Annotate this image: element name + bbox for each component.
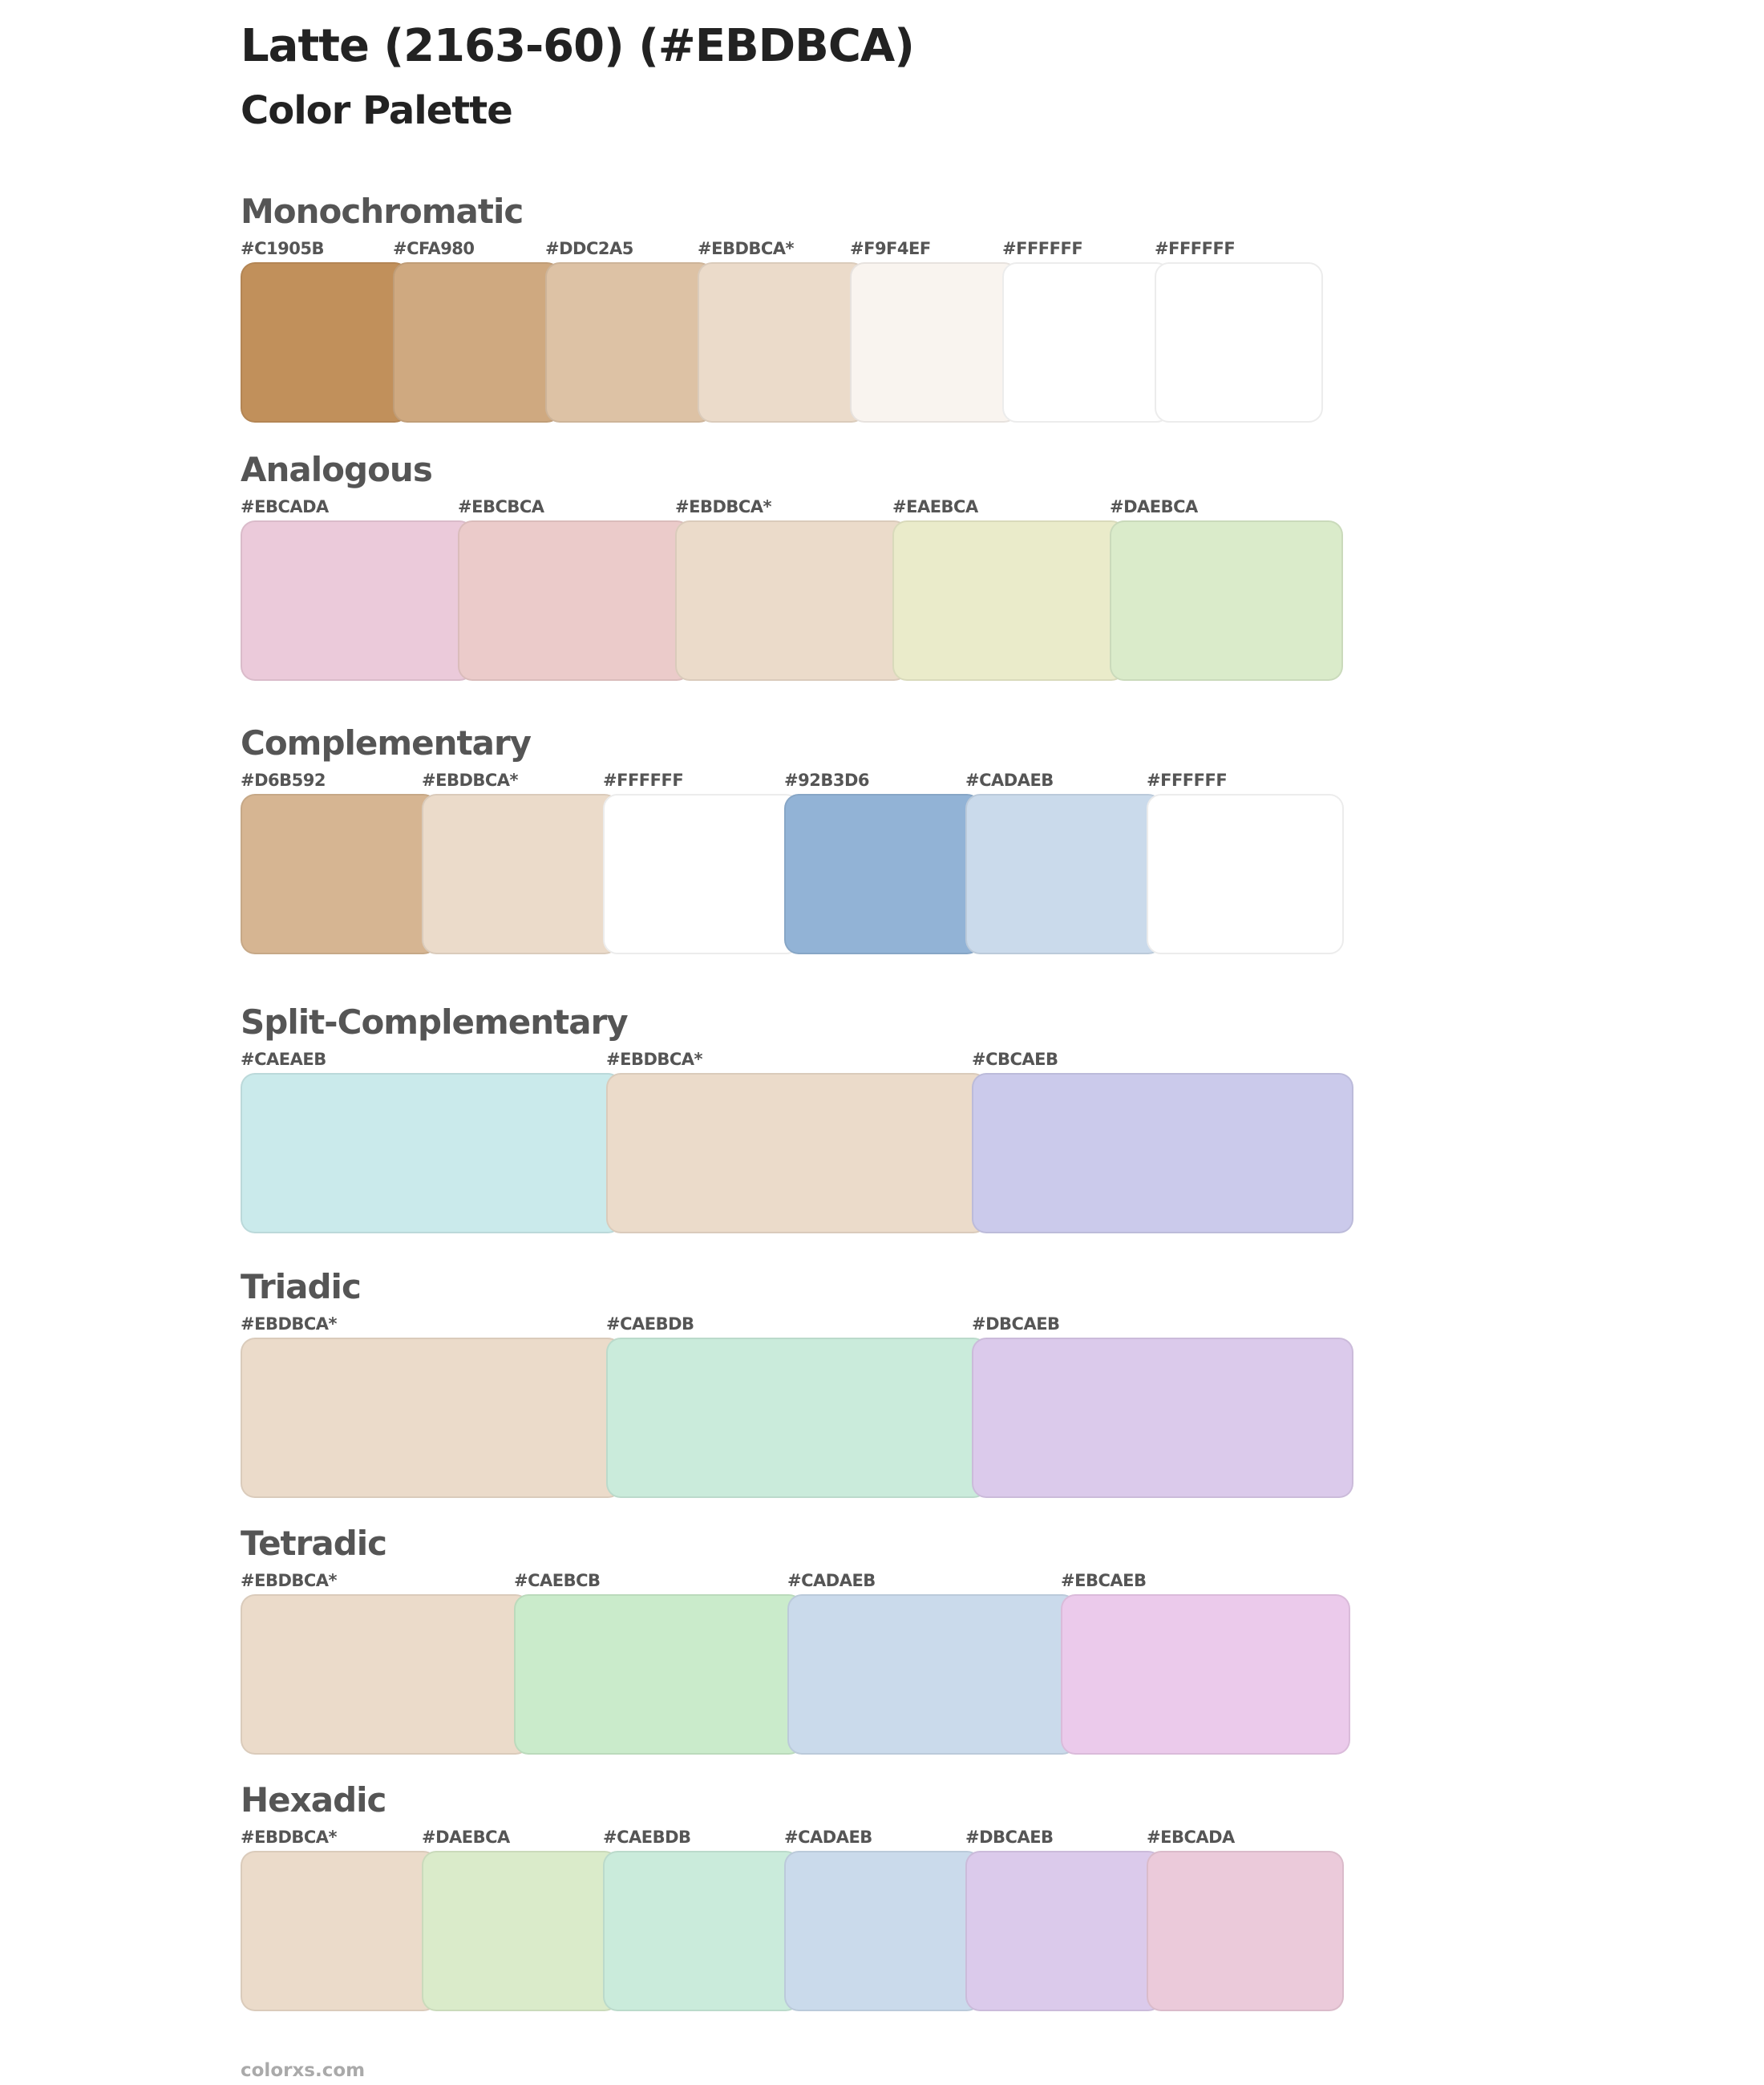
swatch-hex-label: #F9F4EF [850, 239, 931, 258]
section-heading: Triadic [241, 1267, 362, 1306]
swatch-hex-label: #EBDBCA* [698, 239, 795, 258]
color-swatch[interactable] [241, 1594, 530, 1755]
swatch-hex-label: #CAEBCB [514, 1571, 601, 1590]
color-swatch[interactable] [1147, 1851, 1344, 2011]
section-heading: Tetradic [241, 1524, 387, 1563]
color-swatch[interactable] [787, 1594, 1077, 1755]
swatch-row [241, 262, 1379, 423]
swatch-row [241, 520, 1379, 681]
color-swatch[interactable] [698, 262, 866, 423]
swatch-hex-label: #EBDBCA* [675, 497, 772, 516]
color-swatch[interactable] [1002, 262, 1171, 423]
footer-site-link[interactable]: colorxs.com [241, 2060, 366, 2081]
swatch-hex-label: #D6B592 [241, 771, 326, 790]
swatch-hex-label: #92B3D6 [784, 771, 869, 790]
section-heading: Analogous [241, 450, 433, 489]
section-heading: Complementary [241, 723, 532, 763]
swatch-hex-label: #EBCBCA [458, 497, 544, 516]
swatch-hex-label: #CADAEB [784, 1828, 872, 1847]
color-swatch[interactable] [892, 520, 1126, 681]
color-swatch[interactable] [241, 794, 438, 954]
color-swatch[interactable] [241, 1338, 622, 1498]
swatch-hex-label: #FFFFFF [1147, 771, 1228, 790]
color-swatch[interactable] [603, 1851, 800, 2011]
swatch-hex-label: #EBDBCA* [422, 771, 519, 790]
color-swatch[interactable] [972, 1338, 1353, 1498]
section-heading: Split-Complementary [241, 1002, 629, 1042]
swatch-row [241, 794, 1379, 954]
swatch-hex-label: #DDC2A5 [545, 239, 633, 258]
color-swatch[interactable] [675, 520, 908, 681]
color-swatch[interactable] [545, 262, 714, 423]
color-swatch[interactable] [458, 520, 691, 681]
page-subtitle: Color Palette [241, 88, 513, 133]
color-swatch[interactable] [1155, 262, 1323, 423]
swatch-hex-label: #EBCADA [241, 497, 329, 516]
color-swatch[interactable] [784, 794, 981, 954]
color-swatch[interactable] [850, 262, 1018, 423]
color-swatch[interactable] [422, 1851, 619, 2011]
swatch-hex-label: #EBCAEB [1061, 1571, 1147, 1590]
swatch-hex-label: #FFFFFF [603, 771, 684, 790]
color-swatch[interactable] [241, 1073, 622, 1233]
swatch-hex-label: #CFA980 [393, 239, 475, 258]
swatch-labels: #D6B592 #EBDBCA* #FFFFFF #92B3D6 #CADAEB #FFF… [241, 770, 1379, 791]
swatch-hex-label: #EBDBCA* [241, 1571, 338, 1590]
color-swatch[interactable] [241, 520, 474, 681]
swatch-labels: #EBDBCA* #CAEBCB #CADAEB #EBCAEB [241, 1570, 1379, 1591]
swatch-row [241, 1594, 1379, 1755]
color-swatch[interactable] [241, 262, 409, 423]
color-swatch[interactable] [972, 1073, 1353, 1233]
swatch-labels: #EBCADA #EBCBCA #EBDBCA* #EAEBCA #DAEBCA [241, 496, 1379, 517]
color-swatch[interactable] [241, 1851, 438, 2011]
color-swatch[interactable] [1147, 794, 1344, 954]
swatch-hex-label: #CADAEB [965, 771, 1054, 790]
swatch-hex-label: #CBCAEB [972, 1050, 1058, 1069]
swatch-hex-label: #CAEAEB [241, 1050, 326, 1069]
swatch-hex-label: #DAEBCA [422, 1828, 510, 1847]
color-swatch[interactable] [603, 794, 800, 954]
color-swatch[interactable] [1061, 1594, 1350, 1755]
swatch-hex-label: #EBCADA [1147, 1828, 1235, 1847]
swatch-hex-label: #DAEBCA [1110, 497, 1198, 516]
color-swatch[interactable] [606, 1073, 988, 1233]
section-heading: Monochromatic [241, 192, 524, 231]
swatch-hex-label: #C1905B [241, 239, 324, 258]
swatch-labels: #CAEAEB #EBDBCA* #CBCAEB [241, 1049, 1379, 1070]
color-swatch[interactable] [393, 262, 561, 423]
color-swatch[interactable] [422, 794, 619, 954]
color-swatch[interactable] [784, 1851, 981, 2011]
swatch-hex-label: #EBDBCA* [241, 1314, 338, 1334]
swatch-hex-label: #CAEBDB [606, 1314, 694, 1334]
swatch-hex-label: #DBCAEB [965, 1828, 1054, 1847]
swatch-hex-label: #EBDBCA* [241, 1828, 338, 1847]
swatch-labels: #C1905B #CFA980 #DDC2A5 #EBDBCA* #F9F4EF #FFF… [241, 238, 1379, 259]
color-swatch[interactable] [965, 794, 1163, 954]
color-swatch[interactable] [514, 1594, 803, 1755]
swatch-hex-label: #EAEBCA [892, 497, 978, 516]
color-swatch[interactable] [1110, 520, 1343, 681]
swatch-hex-label: #DBCAEB [972, 1314, 1060, 1334]
swatch-hex-label: #FFFFFF [1155, 239, 1236, 258]
swatch-row [241, 1073, 1379, 1233]
color-swatch[interactable] [606, 1338, 988, 1498]
swatch-hex-label: #CAEBDB [603, 1828, 691, 1847]
color-swatch[interactable] [965, 1851, 1163, 2011]
swatch-labels: #EBDBCA* #DAEBCA #CAEBDB #CADAEB #DBCAEB #EBC… [241, 1827, 1379, 1848]
swatch-labels: #EBDBCA* #CAEBDB #DBCAEB [241, 1314, 1379, 1334]
swatch-hex-label: #EBDBCA* [606, 1050, 703, 1069]
swatch-hex-label: #CADAEB [787, 1571, 876, 1590]
swatch-row [241, 1851, 1379, 2011]
page-title: Latte (2163-60) (#EBDBCA) [241, 20, 915, 72]
swatch-row [241, 1338, 1379, 1498]
section-heading: Hexadic [241, 1780, 386, 1820]
swatch-hex-label: #FFFFFF [1002, 239, 1083, 258]
